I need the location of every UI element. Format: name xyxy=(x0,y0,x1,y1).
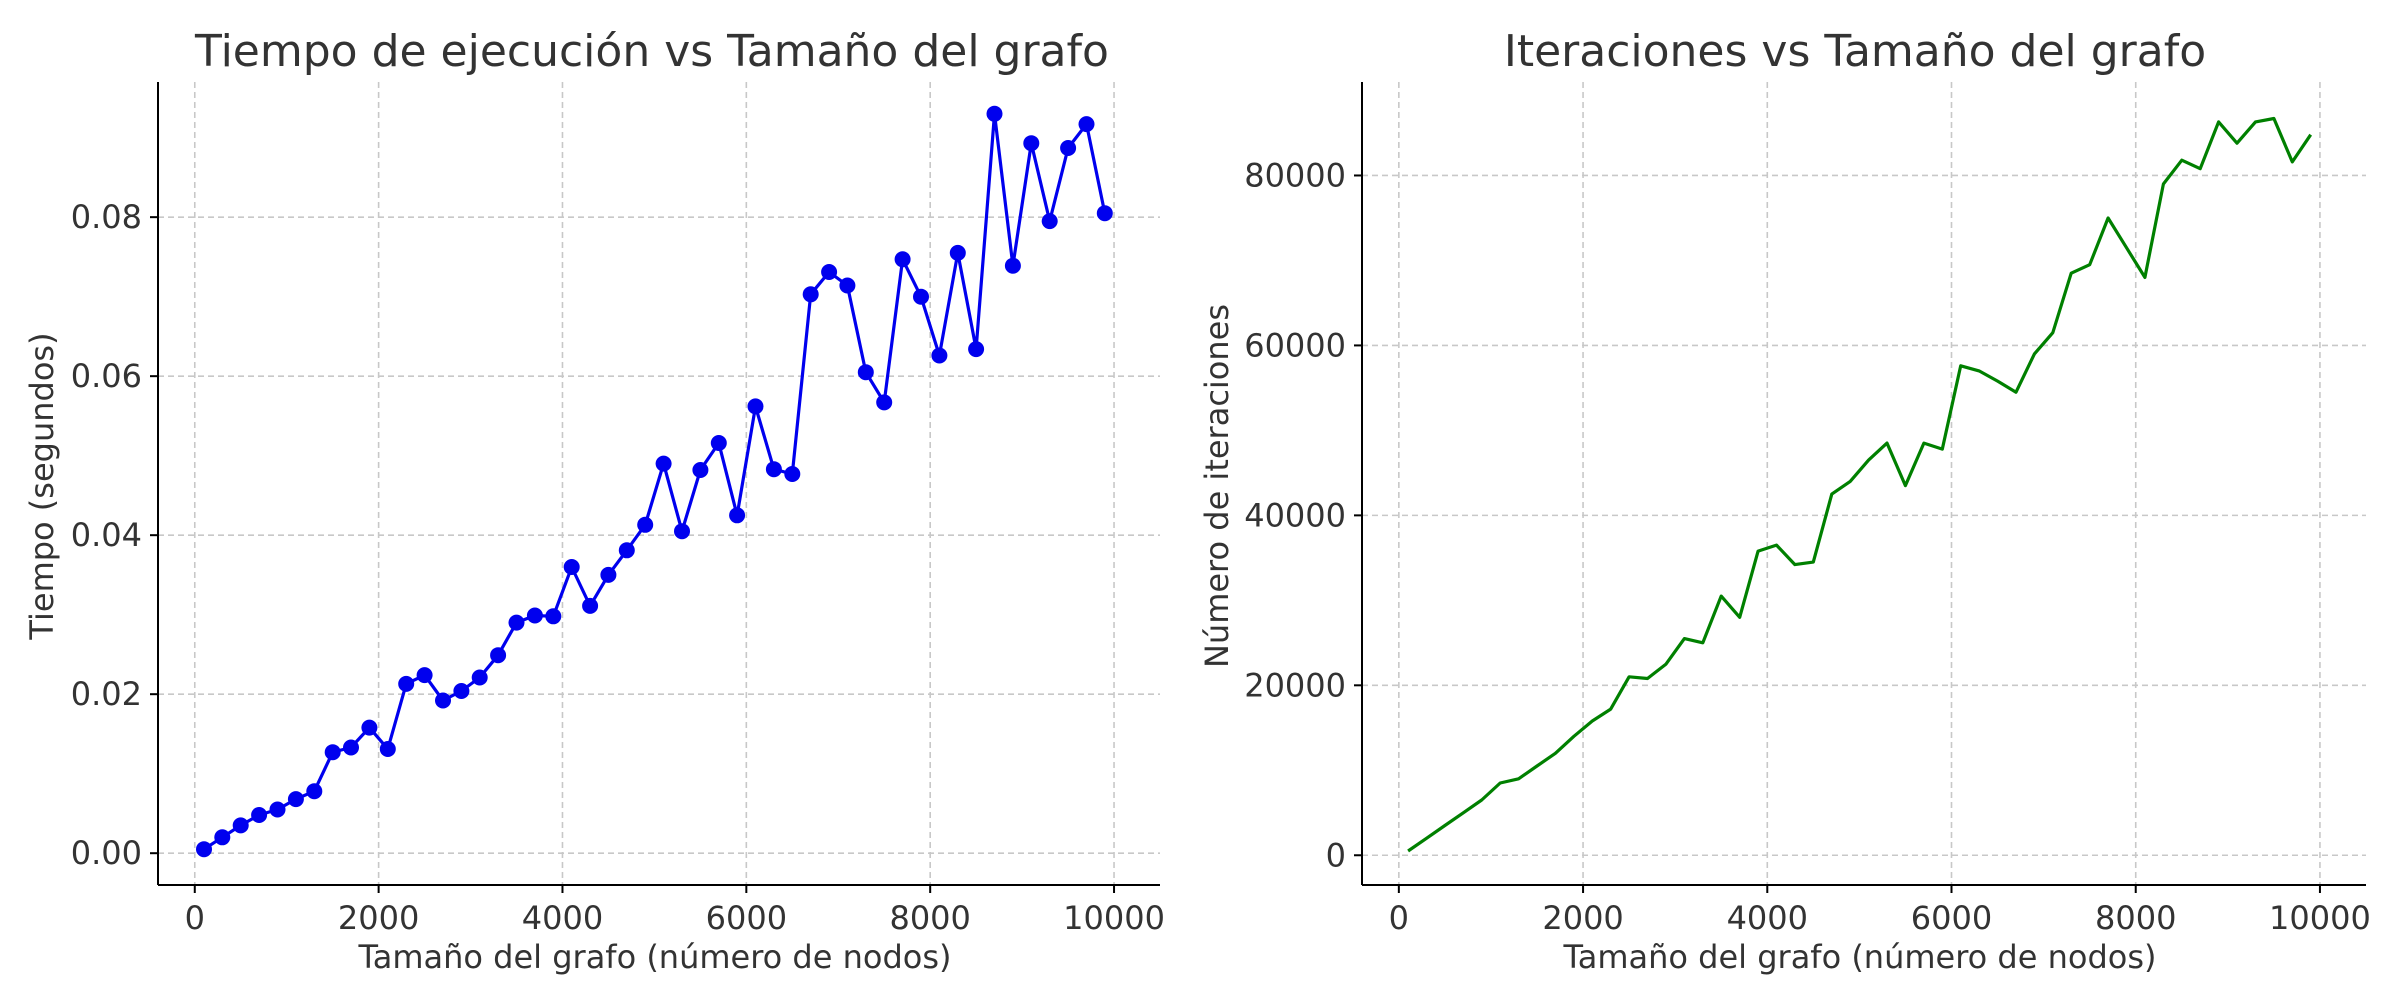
grid xyxy=(1362,82,2366,885)
data-point xyxy=(1004,257,1021,274)
data-point xyxy=(1023,135,1040,152)
y-axis-label: Tiempo (segundos) xyxy=(23,332,61,640)
data-point xyxy=(471,669,488,686)
y-tick-label: 20000 xyxy=(1244,666,1346,704)
data-point xyxy=(710,435,727,451)
y-tick-label: 0.08 xyxy=(71,198,142,236)
series-line xyxy=(1407,116,2313,853)
data-point xyxy=(398,675,415,692)
data-point xyxy=(894,251,911,268)
data-point xyxy=(949,244,966,261)
x-axis-label: Tamaño del grafo (número de nodos) xyxy=(1562,938,2156,976)
data-point xyxy=(343,739,359,756)
data-point xyxy=(839,277,856,294)
chart-iterations: Iteraciones vs Tamaño del grafo Tamaño d… xyxy=(1198,26,2371,976)
x-tick-label: 8000 xyxy=(889,899,970,937)
data-point xyxy=(306,783,323,800)
data-point xyxy=(729,507,746,524)
data-point xyxy=(324,744,341,761)
y-tick-label: 0.00 xyxy=(71,834,142,872)
x-tick-label: 0 xyxy=(185,899,205,937)
data-point xyxy=(251,807,268,823)
y-tick-label: 0.06 xyxy=(71,357,142,395)
data-point xyxy=(600,566,617,583)
y-tick-label: 40000 xyxy=(1244,496,1346,534)
data-point xyxy=(802,286,819,303)
data-point xyxy=(214,829,231,846)
data-point xyxy=(747,398,764,415)
chart-title: Iteraciones vs Tamaño del grafo xyxy=(1504,26,2206,77)
data-point xyxy=(582,597,599,614)
data-point xyxy=(931,347,948,364)
data-point xyxy=(269,801,286,818)
data-point xyxy=(1096,205,1113,222)
y-tick-label: 0 xyxy=(1326,836,1346,874)
data-point xyxy=(1078,116,1095,133)
data-point xyxy=(196,841,212,858)
data-point xyxy=(674,523,690,540)
data-point xyxy=(526,607,543,624)
series-line xyxy=(203,112,1107,851)
x-tick-label: 0 xyxy=(1389,899,1409,937)
data-point xyxy=(913,288,929,305)
grid xyxy=(158,82,1160,885)
x-tick-label: 4000 xyxy=(522,899,603,937)
series-0 xyxy=(196,105,1113,858)
data-point xyxy=(618,542,635,559)
y-tick-label: 0.02 xyxy=(71,675,142,713)
x-tick-label: 2000 xyxy=(338,899,419,937)
y-axis-label: Número de iteraciones xyxy=(1198,304,1236,668)
data-point xyxy=(490,647,507,664)
data-point xyxy=(968,341,985,358)
data-point xyxy=(287,791,304,808)
x-axis-label: Tamaño del grafo (número de nodos) xyxy=(357,938,951,976)
x-tick-label: 6000 xyxy=(1911,899,1992,937)
data-point xyxy=(821,264,838,280)
data-point xyxy=(784,466,801,482)
x-tick-label: 8000 xyxy=(2095,899,2176,937)
data-point xyxy=(1060,140,1077,156)
axes: 0 2000 4000 6000 8000 10000 0 20000 40000 60000 80… xyxy=(1244,82,2371,937)
chart-title: Tiempo de ejecución vs Tamaño del grafo xyxy=(194,26,1109,77)
data-point xyxy=(435,692,451,709)
chart-execution-time: Tiempo de ejecución vs Tamaño del grafo … xyxy=(23,26,1165,976)
data-point xyxy=(508,614,525,631)
data-point xyxy=(765,461,782,478)
data-point xyxy=(692,462,709,478)
x-tick-label: 10000 xyxy=(2269,899,2371,937)
series-0 xyxy=(1407,116,2313,853)
data-point xyxy=(379,741,396,757)
x-tick-label: 6000 xyxy=(706,899,787,937)
x-tick-label: 4000 xyxy=(1727,899,1808,937)
data-point xyxy=(637,516,654,533)
data-point xyxy=(545,608,562,625)
data-point xyxy=(655,455,672,472)
axes: 0 2000 4000 6000 8000 10000 0.00 0.02 0.04 0.06 0.… xyxy=(71,82,1165,937)
y-tick-label: 60000 xyxy=(1244,326,1346,364)
data-point xyxy=(453,683,470,699)
data-point xyxy=(857,364,874,381)
x-tick-label: 10000 xyxy=(1063,899,1165,937)
x-tick-label: 2000 xyxy=(1542,899,1623,937)
data-point xyxy=(416,667,433,684)
data-point xyxy=(232,817,249,834)
data-point xyxy=(986,105,1003,122)
data-point xyxy=(563,559,580,575)
y-tick-label: 0.04 xyxy=(71,516,142,554)
data-point xyxy=(361,719,378,736)
data-point xyxy=(876,394,893,411)
y-tick-label: 80000 xyxy=(1244,156,1346,194)
data-point xyxy=(1041,213,1058,230)
